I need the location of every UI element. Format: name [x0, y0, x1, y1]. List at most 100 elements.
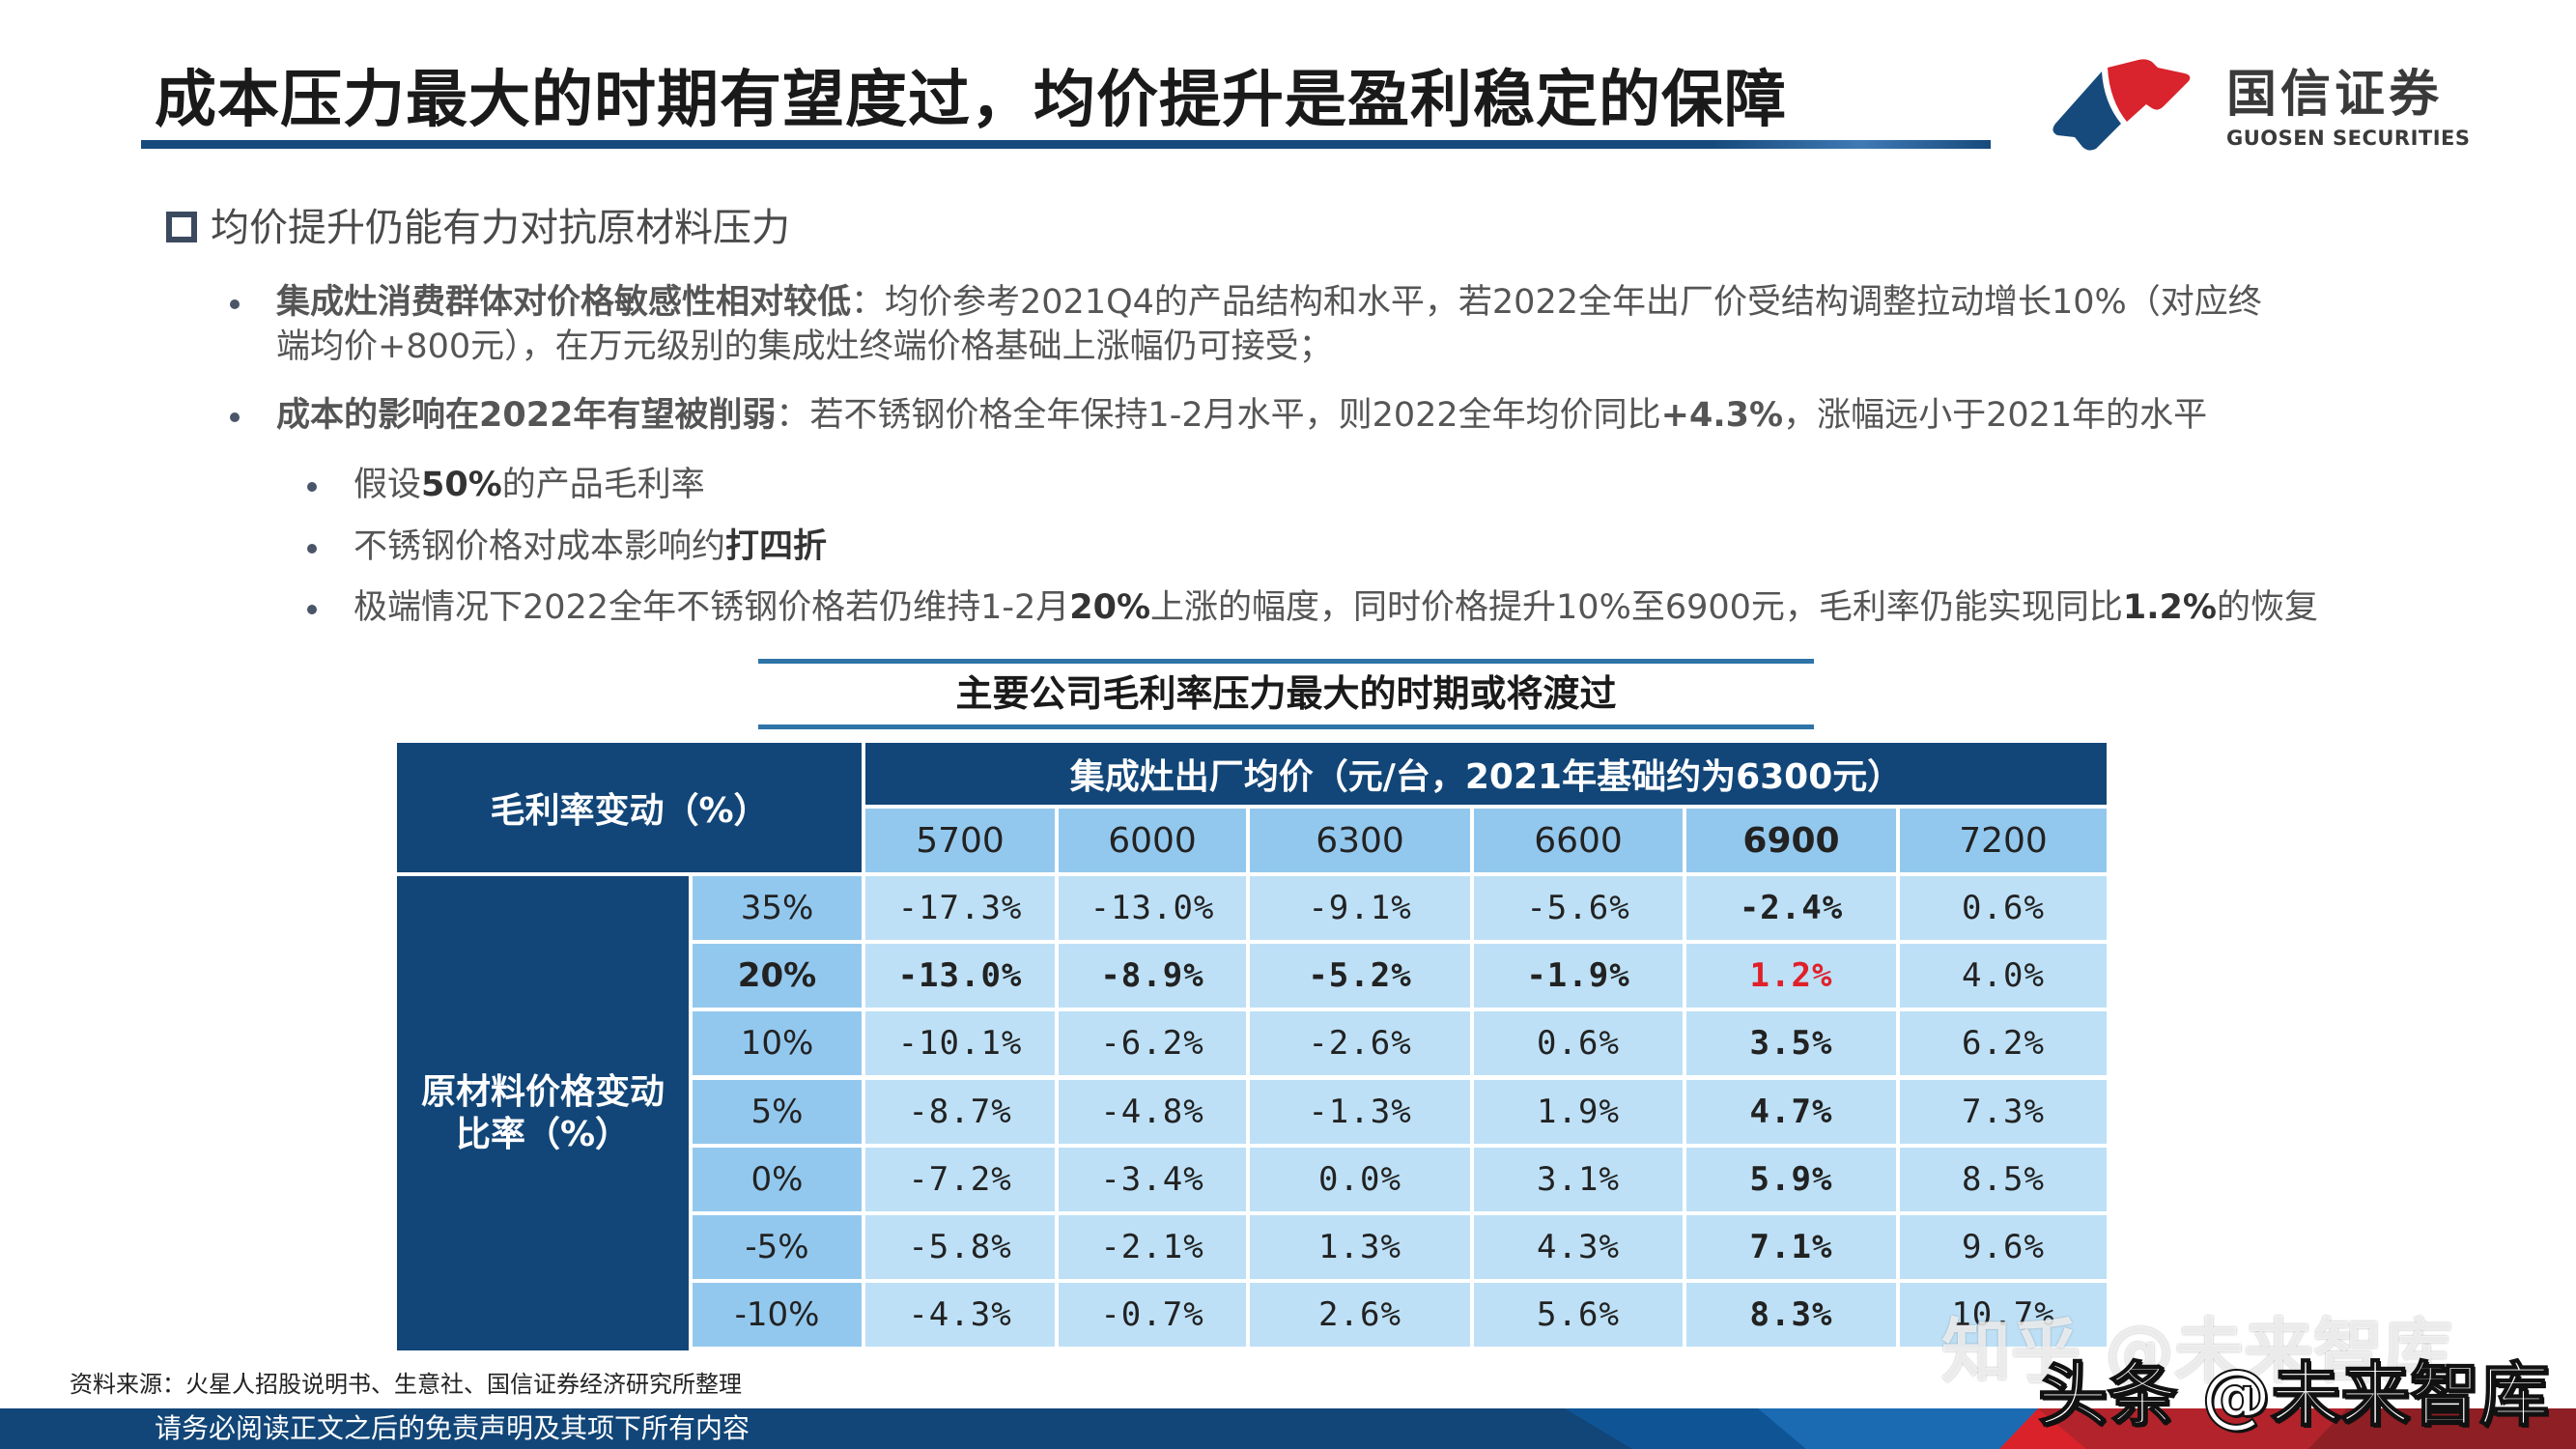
bullet-1-text-line1: ：均价参考2021Q4的产品结构和水平，若2022全年出厂价受结构调整拉动增长1… [851, 283, 2262, 322]
table-cell: 4.3% [1474, 1215, 1683, 1279]
row-header: 20% [693, 944, 862, 1009]
row-group-header-line2: 比率（%） [455, 1114, 631, 1154]
table-cell: -4.8% [1059, 1079, 1246, 1144]
logo-name-en: GUOSEN SECURITIES [2226, 127, 2471, 150]
table-cell: -0.7% [1059, 1283, 1246, 1348]
bullet-dot-icon [230, 412, 240, 422]
table-cell: -1.3% [1250, 1079, 1470, 1144]
table-cell: 6.2% [1900, 1011, 2107, 1076]
sub-bullet-3-post: 的恢复 [2216, 588, 2318, 627]
table-cell: 3.5% [1686, 1011, 1896, 1076]
sub-bullet-2: 不锈钢价格对成本影响约打四折 [354, 525, 827, 569]
table-cell: 8.5% [1900, 1147, 2107, 1211]
guosen-logo-icon [2052, 59, 2191, 151]
table-cell: 0.6% [1900, 876, 2107, 940]
sub-bullet-dot-icon [307, 544, 317, 554]
corner-header: 毛利率变动（%） [397, 743, 862, 872]
table-cell: -2.4% [1686, 876, 1896, 940]
table-cell: -17.3% [865, 876, 1055, 940]
source-note: 资料来源：火星人招股说明书、生意社、国信证券经济研究所整理 [70, 1371, 742, 1398]
sub-bullet-3: 极端情况下2022全年不锈钢价格若仍维持1-2月20%上涨的幅度，同时价格提升1… [354, 585, 2318, 630]
table-cell: -5.6% [1474, 876, 1683, 940]
section-heading: 均价提升仍能有力对抗原材料压力 [211, 206, 790, 250]
table-cell: 4.0% [1900, 944, 2107, 1009]
table-cell: 7.1% [1686, 1215, 1896, 1279]
row-header: 5% [693, 1079, 862, 1144]
table-cell: -2.6% [1250, 1011, 1470, 1076]
row-header: -5% [693, 1215, 862, 1279]
table-cell: 4.7% [1686, 1079, 1896, 1144]
title-underline [141, 140, 1991, 149]
table-cell: -10.1% [865, 1011, 1055, 1076]
table-cell: 1.2% [1686, 944, 1896, 1009]
column-header: 7200 [1900, 809, 2107, 872]
table-cell: 0.6% [1474, 1011, 1683, 1076]
sub-bullet-2-bold: 打四折 [725, 527, 828, 566]
sub-bullet-dot-icon [307, 482, 317, 492]
sub-bullet-3-bold: 20% [1069, 588, 1151, 627]
footer-bar [0, 1408, 2576, 1449]
sub-bullet-3-mid: 上涨的幅度，同时价格提升10%至6900元，毛利率仍能实现同比 [1150, 588, 2123, 627]
sub-bullet-1-pre: 假设 [354, 466, 422, 504]
table-cell: -4.3% [865, 1283, 1055, 1348]
table-cell: 5.6% [1474, 1283, 1683, 1348]
table-cell: -9.1% [1250, 876, 1470, 940]
bullet-dot-icon [230, 299, 240, 309]
logo-name-cn: 国信证券 [2226, 66, 2444, 124]
sub-bullet-1-post: 的产品毛利率 [501, 466, 705, 504]
bullet-2-text: ：若不锈钢价格全年保持1-2月水平，则2022全年均价同比 [776, 396, 1661, 435]
table-cell: 9.6% [1900, 1215, 2107, 1279]
table-cell: -6.2% [1059, 1011, 1246, 1076]
table-cell: -13.0% [865, 944, 1055, 1009]
table-cell: -2.1% [1059, 1215, 1246, 1279]
column-header: 6600 [1474, 809, 1683, 872]
table-cell: 3.1% [1474, 1147, 1683, 1211]
sub-bullet-3-pre: 极端情况下2022全年不锈钢价格若仍维持1-2月 [354, 588, 1070, 627]
table-cell: 8.3% [1686, 1283, 1896, 1348]
column-header: 6300 [1250, 809, 1470, 872]
bullet-2-bold: 成本的影响在2022年有望被削弱 [276, 396, 777, 435]
table-cell: 0.0% [1250, 1147, 1470, 1211]
row-group-header: 原材料价格变动 比率（%） [397, 876, 689, 1350]
sub-bullet-dot-icon [307, 605, 317, 614]
table-cell: -13.0% [1059, 876, 1246, 940]
hollow-square-bullet-icon [166, 212, 197, 242]
table-cell: 1.9% [1474, 1079, 1683, 1144]
row-group-header-line1: 原材料价格变动 [420, 1071, 665, 1112]
table-title-bottom-rule [758, 724, 1814, 729]
bullet-1-bold: 集成灶消费群体对价格敏感性相对较低 [276, 283, 852, 322]
table-cell: -5.2% [1250, 944, 1470, 1009]
table-title: 主要公司毛利率压力最大的时期或将渡过 [955, 672, 1617, 715]
table-cell: 10.7% [1900, 1283, 2107, 1348]
row-header: 0% [693, 1147, 862, 1211]
bullet-2-text-end: ，涨幅远小于2021年的水平 [1783, 396, 2208, 435]
bullet-2-bold-value: +4.3% [1660, 396, 1784, 435]
sub-bullet-3-bold-value: 1.2% [2122, 588, 2217, 627]
table-cell: -3.4% [1059, 1147, 1246, 1211]
column-header: 6000 [1059, 809, 1246, 872]
table-cell: 1.3% [1250, 1215, 1470, 1279]
page-title: 成本压力最大的时期有望度过，均价提升是盈利稳定的保障 [155, 65, 1787, 136]
sub-bullet-2-pre: 不锈钢价格对成本影响约 [354, 527, 726, 566]
column-header: 6900 [1686, 809, 1896, 872]
table-cell: 5.9% [1686, 1147, 1896, 1211]
bullet-1: 集成灶消费群体对价格敏感性相对较低：均价参考2021Q4的产品结构和水平，若20… [276, 280, 2449, 369]
table-title-top-rule [758, 659, 1814, 664]
table-cell: 7.3% [1900, 1079, 2107, 1144]
table-cell: 2.6% [1250, 1283, 1470, 1348]
footer-disclaimer: 请务必阅读正文之后的免责声明及其项下所有内容 [155, 1412, 750, 1444]
sub-bullet-1: 假设50%的产品毛利率 [354, 463, 705, 507]
table-cell: -7.2% [865, 1147, 1055, 1211]
table-cell: -8.9% [1059, 944, 1246, 1009]
bullet-2: 成本的影响在2022年有望被削弱：若不锈钢价格全年保持1-2月水平，则2022全… [276, 393, 2207, 438]
row-header: -10% [693, 1283, 862, 1348]
row-header: 35% [693, 876, 862, 940]
row-header: 10% [693, 1011, 862, 1076]
sub-bullet-1-bold: 50% [421, 466, 502, 504]
watermark-toutiao: 头条 @未来智库 [2037, 1353, 2550, 1436]
footer-decoration [0, 1408, 2576, 1449]
bullet-1-text-line2: 端均价+800元），在万元级别的集成灶终端价格基础上涨幅仍可接受； [276, 327, 1333, 366]
watermark-zhihu: 知乎 @未来智库 [1941, 1311, 2453, 1392]
column-group-header: 集成灶出厂均价（元/台，2021年基础约为6300元） [865, 743, 2107, 805]
table-cell: -5.8% [865, 1215, 1055, 1279]
